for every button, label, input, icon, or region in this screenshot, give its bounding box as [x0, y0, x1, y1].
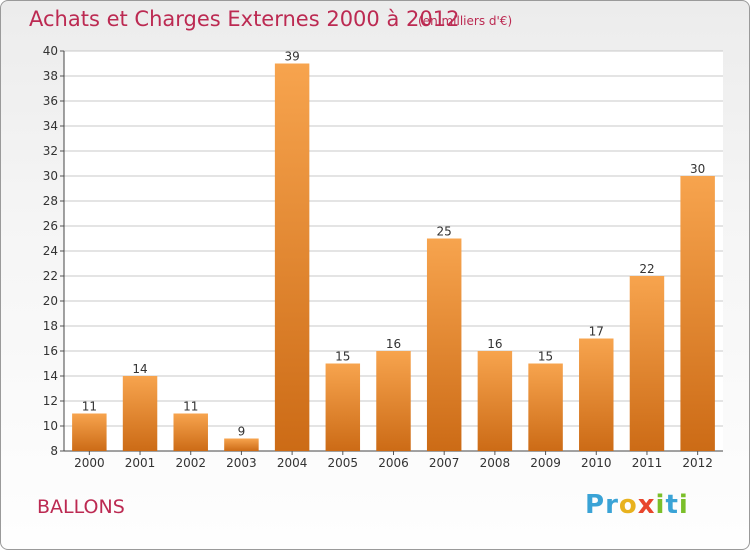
bar-value-label: 11 — [82, 400, 97, 414]
x-tick-label: 2010 — [581, 456, 612, 470]
logo-letter: i — [678, 490, 689, 520]
logo-letter: x — [637, 490, 656, 520]
bar-value-label: 22 — [639, 262, 654, 276]
x-tick-label: 2000 — [74, 456, 105, 470]
y-tick-label: 30 — [43, 169, 58, 183]
y-tick-label: 32 — [43, 144, 58, 158]
y-tick-label: 8 — [50, 444, 58, 458]
logo-letter: t — [665, 490, 679, 520]
bar-value-label: 30 — [690, 162, 705, 176]
y-tick-label: 26 — [43, 219, 58, 233]
x-tick-label: 2003 — [226, 456, 257, 470]
x-tick-label: 2004 — [277, 456, 308, 470]
bar — [629, 276, 665, 451]
y-tick-label: 20 — [43, 294, 58, 308]
x-tick-label: 2005 — [328, 456, 359, 470]
bar — [122, 376, 158, 451]
y-tick-label: 38 — [43, 69, 58, 83]
y-tick-label: 36 — [43, 94, 58, 108]
x-tick-label: 2001 — [125, 456, 156, 470]
bar-value-label: 14 — [132, 362, 147, 376]
bar — [579, 338, 614, 451]
y-tick-label: 12 — [43, 394, 58, 408]
bar — [173, 413, 208, 451]
bar-value-label: 9 — [238, 425, 246, 439]
y-tick-label: 34 — [43, 119, 58, 133]
bar-value-label: 15 — [538, 350, 553, 364]
logo-letter: o — [618, 490, 638, 520]
bar-value-label: 16 — [386, 337, 401, 351]
bar-value-label: 15 — [335, 350, 350, 364]
bar — [72, 413, 107, 451]
chart-title: Achats et Charges Externes 2000 à 2012 — [29, 7, 460, 31]
bar — [426, 238, 462, 451]
logo-letter: r — [605, 490, 619, 520]
bar-value-label: 25 — [437, 225, 452, 239]
bar — [224, 438, 259, 451]
bar — [325, 363, 361, 451]
bar-value-label: 11 — [183, 400, 198, 414]
bar — [376, 351, 411, 451]
y-tick-label: 18 — [43, 319, 58, 333]
y-tick-label: 22 — [43, 269, 58, 283]
x-tick-label: 2006 — [378, 456, 409, 470]
y-tick-label: 16 — [43, 344, 58, 358]
bar — [528, 363, 563, 451]
x-tick-label: 2009 — [530, 456, 561, 470]
x-tick-label: 2002 — [175, 456, 206, 470]
chart-subtitle: (en milliers d'€) — [418, 14, 513, 28]
bar — [680, 176, 715, 451]
logo-letter: i — [655, 490, 666, 520]
y-tick-label: 10 — [43, 419, 58, 433]
bar-value-label: 39 — [284, 50, 299, 64]
y-tick-label: 28 — [43, 194, 58, 208]
y-tick-label: 40 — [43, 44, 58, 58]
x-tick-label: 2011 — [632, 456, 663, 470]
x-tick-label: 2012 — [682, 456, 713, 470]
x-tick-label: 2007 — [429, 456, 460, 470]
bar-value-label: 16 — [487, 337, 502, 351]
bar — [477, 351, 513, 451]
bar-value-label: 17 — [589, 325, 604, 339]
x-tick-label: 2008 — [480, 456, 511, 470]
logo-letter: P — [585, 490, 606, 520]
y-tick-label: 24 — [43, 244, 58, 258]
place-label: BALLONS — [37, 496, 125, 518]
bar — [274, 63, 310, 451]
y-tick-label: 14 — [43, 369, 58, 383]
proxiti-logo: Proxiti — [585, 490, 689, 520]
